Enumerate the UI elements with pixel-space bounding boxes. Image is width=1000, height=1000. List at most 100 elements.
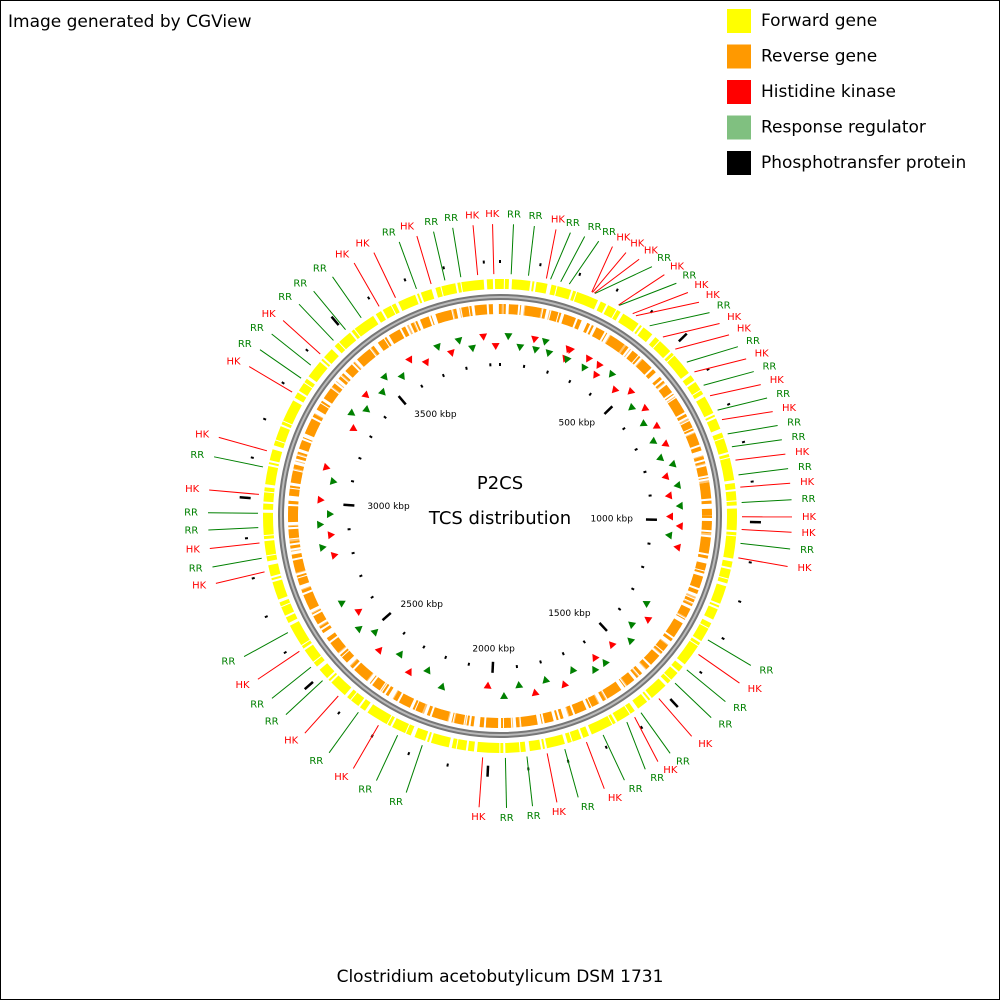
feature-marker bbox=[500, 691, 509, 700]
feature-label: HK bbox=[471, 812, 486, 823]
feature-label: HK bbox=[663, 765, 678, 776]
minor-tick-outer bbox=[615, 288, 619, 292]
feature-connector bbox=[634, 716, 659, 762]
minor-tick bbox=[582, 640, 586, 644]
minor-tick bbox=[640, 565, 645, 569]
feature-connector bbox=[727, 425, 778, 435]
feature-connector bbox=[594, 266, 653, 294]
feature-connector bbox=[686, 346, 739, 363]
minor-tick bbox=[539, 660, 542, 664]
major-tick-outer bbox=[669, 698, 679, 708]
feature-label: RR bbox=[184, 508, 198, 519]
feature-label: HK bbox=[802, 528, 817, 539]
feature-label: HK bbox=[795, 447, 810, 458]
feature-marker bbox=[561, 680, 570, 689]
major-tick-outer bbox=[486, 765, 490, 777]
feature-label: HK bbox=[802, 512, 817, 523]
feature-connector bbox=[212, 557, 262, 568]
minor-tick bbox=[422, 645, 426, 649]
feature-label: HK bbox=[630, 239, 645, 250]
minor-tick bbox=[630, 587, 635, 591]
feature-label: RR bbox=[265, 716, 279, 727]
tick-label: 1500 kbp bbox=[548, 609, 591, 619]
feature-label: HK bbox=[552, 807, 567, 818]
feature-connector bbox=[618, 274, 665, 306]
feature-label: RR bbox=[759, 666, 773, 677]
tick-label: 1000 kbp bbox=[591, 515, 634, 525]
feature-label: RR bbox=[798, 462, 812, 473]
feature-connector bbox=[560, 236, 586, 282]
feature-connector bbox=[632, 292, 689, 315]
feature-marker bbox=[446, 349, 455, 357]
feature-connector bbox=[635, 301, 700, 317]
feature-marker bbox=[319, 543, 327, 552]
feature-marker bbox=[423, 666, 431, 675]
feature-connector bbox=[735, 453, 786, 461]
feature-label: RR bbox=[527, 811, 541, 822]
minor-tick-outer bbox=[250, 456, 254, 459]
feature-marker bbox=[664, 531, 673, 540]
feature-connector bbox=[546, 753, 558, 803]
minor-tick bbox=[561, 651, 565, 656]
feature-label: HK bbox=[335, 249, 350, 260]
feature-marker bbox=[656, 453, 665, 462]
minor-tick-outer bbox=[446, 763, 449, 767]
feature-marker bbox=[349, 424, 358, 432]
feature-marker bbox=[454, 336, 463, 345]
feature-marker bbox=[593, 370, 601, 379]
feature-connector bbox=[738, 468, 789, 476]
feature-connector bbox=[741, 499, 792, 503]
feature-connector bbox=[674, 682, 712, 719]
feature-label: RR bbox=[733, 703, 747, 714]
feature-label: HK bbox=[485, 209, 500, 220]
feature-label: HK bbox=[262, 309, 277, 320]
feature-marker bbox=[628, 402, 637, 411]
major-tick-outer bbox=[239, 496, 251, 500]
feature-connector bbox=[721, 411, 773, 421]
feature-label: HK bbox=[755, 349, 770, 360]
feature-marker bbox=[570, 666, 578, 675]
minor-tick bbox=[383, 415, 387, 420]
major-tick-outer bbox=[330, 315, 340, 326]
minor-tick bbox=[369, 435, 373, 439]
feature-marker bbox=[532, 345, 541, 354]
feature-connector bbox=[298, 303, 334, 341]
feature-marker bbox=[564, 355, 572, 364]
feature-marker bbox=[545, 349, 554, 357]
feature-label: HK bbox=[192, 581, 207, 592]
minor-tick-outer bbox=[403, 278, 407, 282]
feature-label: HK bbox=[226, 356, 241, 367]
feature-marker bbox=[586, 354, 594, 363]
feature-label: RR bbox=[792, 432, 806, 443]
feature-marker bbox=[479, 333, 488, 341]
feature-label: HK bbox=[800, 477, 815, 488]
feature-connector bbox=[686, 669, 726, 703]
feature-marker bbox=[661, 472, 670, 480]
feature-marker bbox=[329, 477, 338, 485]
feature-marker bbox=[673, 480, 682, 489]
feature-connector bbox=[504, 757, 508, 808]
feature-label: RR bbox=[278, 292, 292, 303]
header-note: Image generated by CGView bbox=[8, 12, 252, 32]
feature-marker bbox=[491, 342, 500, 351]
feature-marker bbox=[641, 403, 650, 412]
feature-label: HK bbox=[608, 793, 623, 804]
feature-label: RR bbox=[382, 228, 396, 239]
minor-tick bbox=[420, 384, 424, 389]
feature-label: RR bbox=[507, 209, 521, 220]
feature-marker bbox=[531, 335, 540, 344]
feature-label: RR bbox=[602, 227, 616, 238]
feature-connector bbox=[209, 489, 260, 495]
feature-label: RR bbox=[309, 756, 323, 767]
feature-connector bbox=[707, 639, 752, 666]
feature-marker bbox=[483, 681, 492, 689]
feature-marker bbox=[611, 385, 620, 394]
minor-tick bbox=[568, 379, 572, 384]
feature-connector bbox=[332, 276, 362, 319]
feature-label: HK bbox=[195, 430, 210, 441]
minor-tick bbox=[350, 479, 355, 483]
minor-tick-outer bbox=[337, 711, 341, 715]
legend-swatch bbox=[727, 44, 751, 69]
feature-marker bbox=[664, 491, 673, 500]
feature-marker bbox=[516, 343, 525, 352]
